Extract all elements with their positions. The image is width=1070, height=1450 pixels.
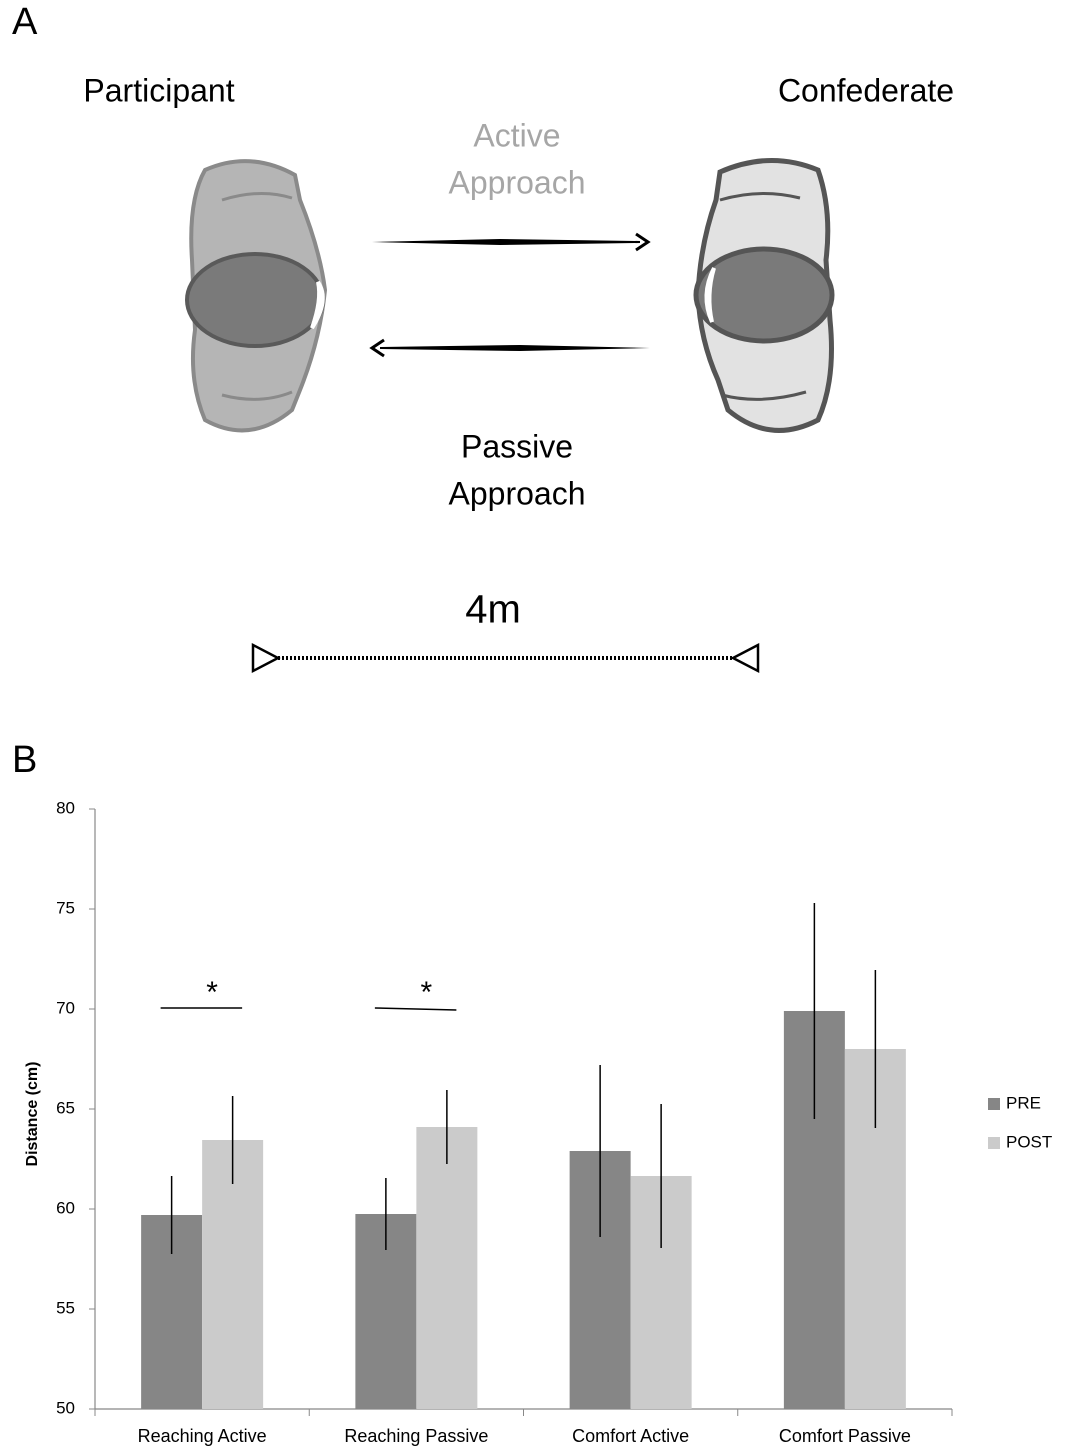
- y-tick-label: 80: [56, 798, 75, 817]
- panel-label: A: [12, 1, 38, 43]
- x-tick-label: Comfort Passive: [779, 1426, 911, 1446]
- x-tick-label: Reaching Passive: [344, 1426, 488, 1446]
- left-label: Participant: [83, 72, 234, 108]
- legend-swatch: [988, 1137, 1000, 1149]
- legend-swatch: [988, 1098, 1000, 1110]
- significance-line: [374, 1007, 457, 1011]
- x-tick-label: Comfort Active: [572, 1426, 689, 1446]
- y-axis-label: Distance (cm): [24, 1062, 41, 1167]
- arrow-label: Passive: [461, 428, 573, 464]
- arrow-label: Approach: [449, 164, 586, 200]
- y-tick-label: 60: [56, 1198, 75, 1217]
- distance-marker: [251, 642, 760, 674]
- bar: [202, 1140, 264, 1409]
- y-tick-label: 75: [56, 898, 75, 917]
- distance-label: 4m: [465, 588, 521, 632]
- significance-marker: *: [421, 976, 433, 1009]
- right-label: Confederate: [778, 72, 954, 108]
- arrow: [369, 338, 650, 358]
- x-tick-label: Reaching Active: [138, 1426, 267, 1446]
- arrow: [372, 232, 651, 252]
- legend-label: PRE: [1006, 1093, 1041, 1112]
- confederate-figure: [693, 157, 835, 433]
- arrow-label: Active: [473, 117, 560, 153]
- panel-label: B: [12, 739, 37, 781]
- bar: [416, 1127, 478, 1409]
- participant-figure: [185, 159, 328, 433]
- legend-label: POST: [1006, 1132, 1052, 1151]
- y-tick-label: 65: [56, 1098, 75, 1117]
- arrow-label: Approach: [449, 475, 586, 511]
- significance-marker: *: [206, 976, 218, 1009]
- y-tick-label: 50: [56, 1398, 75, 1417]
- y-tick-label: 70: [56, 998, 75, 1017]
- y-tick-label: 55: [56, 1298, 75, 1317]
